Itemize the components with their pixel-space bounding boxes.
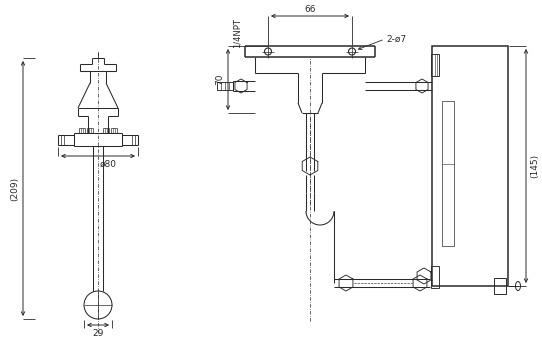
Bar [431,54,439,76]
Bar [494,278,506,294]
Text: ø80: ø80 [100,160,117,168]
Bar [79,128,85,133]
Bar [432,46,508,286]
Bar [87,128,93,133]
Bar [103,128,109,133]
Bar [442,101,454,246]
Bar [431,266,439,288]
Text: 2-ø7: 2-ø7 [386,34,406,44]
Bar [111,128,117,133]
Text: 1/4NPT: 1/4NPT [233,18,242,48]
Text: (209): (209) [10,176,20,201]
Bar [217,82,233,90]
Text: 70: 70 [216,74,224,85]
Text: (145): (145) [531,154,539,178]
Text: 66: 66 [304,4,316,14]
Text: 29: 29 [92,328,104,338]
